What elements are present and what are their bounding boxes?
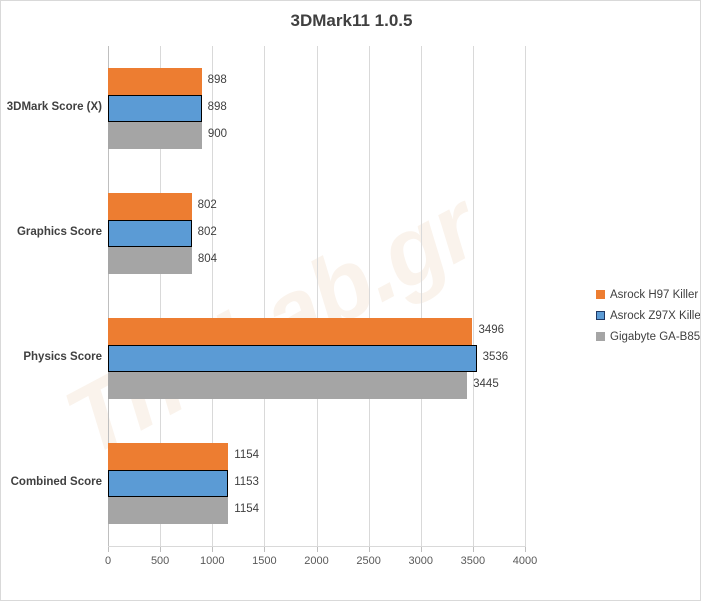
bar-value-label: 898 — [207, 73, 227, 86]
gridline — [368, 46, 370, 546]
bar-value-label: 3445 — [473, 377, 499, 390]
x-axis-tick — [316, 547, 318, 552]
legend-label: Asrock Z97X Killer — [610, 309, 701, 322]
x-axis-tick-label: 500 — [150, 555, 170, 567]
chart-legend: Asrock H97 Killer Asrock Z97X Killer Gigab… — [596, 284, 701, 347]
bar-1-0 — [108, 95, 202, 122]
bar-value-label: 802 — [197, 225, 217, 238]
bar-value-label: 898 — [207, 100, 227, 113]
bar-0-3 — [108, 443, 229, 470]
x-axis-tick-label: 3000 — [408, 555, 433, 567]
gridline — [316, 46, 318, 546]
x-axis-tick-label: 1000 — [200, 555, 225, 567]
bar-1-3 — [108, 470, 229, 497]
x-axis-tick-label: 2000 — [304, 555, 329, 567]
chart-title: 3DMark11 1.0.5 — [290, 11, 413, 30]
category-axis-labels: 3DMark Score (X) Graphics Score Physics Sc… — [1, 1, 102, 600]
bar-1-1 — [108, 220, 192, 247]
bar-0-1 — [108, 193, 192, 220]
category-label: 3DMark Score (X) — [6, 100, 102, 113]
gridline — [525, 46, 526, 546]
legend-label: Asrock H97 Killer — [610, 288, 699, 301]
x-axis-tick — [108, 547, 109, 552]
x-axis-tick — [264, 547, 266, 552]
legend-swatch-icon — [596, 290, 605, 299]
bar-2-1 — [108, 247, 192, 274]
x-axis-tick — [368, 547, 370, 552]
x-axis-tick — [212, 547, 214, 552]
bar-value-label: 1153 — [234, 475, 259, 488]
gridline — [160, 46, 162, 546]
bar-2-3 — [108, 497, 229, 524]
x-axis-tick — [420, 547, 422, 552]
x-axis-tick — [525, 547, 526, 552]
bar-value-label: 804 — [197, 252, 217, 265]
legend-label: Gigabyte GA-B85M-HD3 — [610, 330, 701, 343]
x-axis-line — [108, 546, 526, 547]
gridline — [420, 46, 422, 546]
bar-value-label: 3536 — [482, 350, 509, 363]
gridline — [108, 46, 109, 546]
category-label: Graphics Score — [16, 225, 102, 238]
gridline — [264, 46, 266, 546]
legend-swatch-icon — [596, 311, 605, 320]
x-axis-tick — [472, 547, 474, 552]
bar-0-0 — [108, 68, 202, 95]
bar-value-label: 802 — [197, 198, 217, 211]
x-axis-tick — [160, 547, 162, 552]
bar-value-label: 1154 — [234, 502, 260, 515]
bar-1-2 — [108, 345, 477, 372]
x-axis-tick-label: 3500 — [460, 555, 486, 567]
bar-value-label: 1154 — [234, 448, 260, 461]
plot-area — [108, 46, 526, 546]
bar-2-0 — [108, 122, 202, 149]
x-axis-tick-label: 0 — [104, 555, 112, 567]
legend-item-1[interactable]: Asrock Z97X Killer — [596, 305, 701, 326]
category-label: Physics Score — [23, 350, 102, 363]
bar-0-2 — [108, 318, 473, 345]
x-axis-tick-label: 1500 — [252, 555, 277, 567]
gridline — [472, 46, 474, 546]
bar-2-2 — [108, 372, 468, 399]
bar-value-label: 3496 — [478, 323, 505, 336]
legend-swatch-icon — [596, 332, 605, 341]
gridline — [212, 46, 214, 546]
legend-item-2[interactable]: Gigabyte GA-B85M-HD3 — [596, 326, 701, 347]
x-axis-tick-label: 2500 — [356, 555, 381, 567]
category-label: Combined Score — [10, 475, 102, 488]
x-axis-tick-label: 4000 — [512, 555, 538, 567]
bar-value-label: 900 — [207, 127, 227, 140]
legend-item-0[interactable]: Asrock H97 Killer — [596, 284, 700, 305]
